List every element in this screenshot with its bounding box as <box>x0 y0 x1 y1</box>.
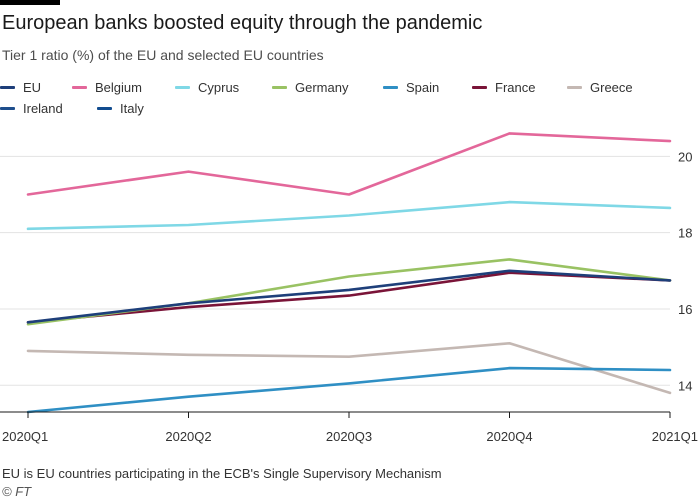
legend-label-ireland: Ireland <box>23 101 63 116</box>
series-line-france <box>26 271 672 324</box>
legend-swatch-cyprus <box>175 86 190 89</box>
legend-item-germany: Germany <box>272 80 348 95</box>
x-tick-label-2021q1: 2021Q1 <box>652 429 698 444</box>
legend-swatch-france <box>472 86 487 89</box>
chart-legend: EU Belgium Cyprus Germany Spain France G… <box>0 80 690 122</box>
legend-swatch-spain <box>383 86 398 89</box>
brand-bar <box>0 0 60 5</box>
y-tick-label-18: 18 <box>678 226 692 241</box>
legend-item-ireland: Ireland <box>0 101 63 116</box>
y-tick-label-20: 20 <box>678 149 692 164</box>
series-layer <box>26 132 672 414</box>
legend-swatch-germany <box>272 86 287 89</box>
legend-item-eu: EU <box>0 80 41 95</box>
legend-swatch-italy <box>97 107 112 110</box>
legend-swatch-belgium <box>72 86 87 89</box>
legend-label-france: France <box>495 80 536 95</box>
legend-label-cyprus: Cyprus <box>198 80 240 95</box>
series-line-greece <box>26 341 672 395</box>
chart-title: European banks boosted equity through th… <box>2 12 483 34</box>
chart-footnote: EU is EU countries participating in the … <box>2 466 442 481</box>
legend-label-spain: Spain <box>406 80 440 95</box>
legend-row-1: EU Belgium Cyprus Germany Spain France G… <box>0 80 690 101</box>
legend-item-italy: Italy <box>97 101 144 116</box>
x-tick-label-2020q2: 2020Q2 <box>165 429 211 444</box>
legend-item-belgium: Belgium <box>72 80 142 95</box>
axis-layer: 14 16 18 20 2020Q1 2020Q2 2020Q3 2020Q4 2021Q1 <box>0 149 698 444</box>
series-line-spain <box>26 366 672 414</box>
legend-item-greece: Greece <box>567 80 633 95</box>
x-tick-label-2020q4: 2020Q4 <box>486 429 532 444</box>
y-tick-label-16: 16 <box>678 302 692 317</box>
legend-item-spain: Spain <box>383 80 439 95</box>
legend-label-greece: Greece <box>590 80 633 95</box>
legend-label-italy: Italy <box>120 101 144 116</box>
x-tick-label-2020q3: 2020Q3 <box>326 429 372 444</box>
legend-swatch-greece <box>567 86 582 89</box>
chart-source: © FT <box>2 484 32 499</box>
x-tick-label-2020q1: 2020Q1 <box>2 429 48 444</box>
legend-swatch-ireland <box>0 107 15 110</box>
chart-subtitle: Tier 1 ratio (%) of the EU and selected … <box>2 47 324 63</box>
legend-label-eu: EU <box>23 80 42 95</box>
series-line-belgium <box>26 132 672 196</box>
legend-item-cyprus: Cyprus <box>175 80 239 95</box>
grid-layer <box>0 155 670 386</box>
y-tick-label-14: 14 <box>678 378 692 393</box>
legend-item-france: France <box>472 80 535 95</box>
legend-label-germany: Germany <box>295 80 349 95</box>
series-line-eu <box>26 269 672 324</box>
legend-label-belgium: Belgium <box>95 80 142 95</box>
legend-row-2: Ireland Italy <box>0 101 690 122</box>
legend-swatch-eu <box>0 86 15 89</box>
series-line-cyprus <box>26 200 672 231</box>
